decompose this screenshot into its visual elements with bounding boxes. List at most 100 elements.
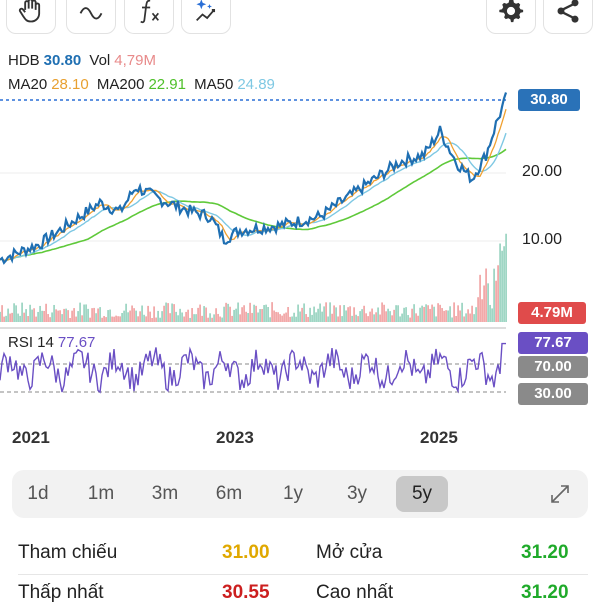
volume-bar <box>357 316 359 322</box>
volume-bar <box>67 310 69 322</box>
volume-bar <box>349 306 351 322</box>
volume-bar <box>469 313 471 322</box>
volume-bar <box>69 317 71 322</box>
volume-bar <box>453 302 455 322</box>
volume-bar <box>235 308 237 322</box>
volume-bar <box>447 310 449 322</box>
volume-bar <box>183 316 185 322</box>
volume-bar <box>125 303 127 322</box>
volume-bar <box>231 315 233 322</box>
volume-bar <box>155 317 157 322</box>
volume-bar <box>35 316 37 322</box>
timeframe-3y[interactable]: 3y <box>346 483 368 504</box>
volume-bar <box>391 315 393 322</box>
volume-bar <box>19 315 21 322</box>
volume-bar <box>193 314 195 322</box>
rsi-legend: RSI 14 77.67 <box>8 334 99 351</box>
volume-bar <box>323 306 325 322</box>
volume-bar <box>309 307 311 322</box>
volume-bar <box>121 313 123 322</box>
volume-bar <box>345 310 347 322</box>
function-icon <box>140 0 159 24</box>
volume-bar <box>189 317 191 322</box>
volume-bar <box>483 285 485 322</box>
volume-bar <box>195 314 197 322</box>
volume-bar <box>383 304 385 322</box>
volume-bar <box>431 304 433 322</box>
expand-button[interactable] <box>548 482 572 506</box>
open-value: 31.20 <box>521 542 569 563</box>
ma200-label: MA200 <box>96 76 145 93</box>
volume-bar <box>365 313 367 322</box>
function-tool-button[interactable] <box>124 0 174 34</box>
volume-bar <box>119 316 121 322</box>
volume-bar <box>461 302 463 322</box>
volume-bar <box>261 309 263 322</box>
sparkle-chart-button[interactable] <box>181 0 231 34</box>
volume-bar <box>93 307 95 322</box>
volume-bar <box>247 313 249 322</box>
volume-bar <box>15 305 17 322</box>
ma200-line <box>0 148 507 262</box>
price-chart[interactable] <box>0 0 600 460</box>
volume-bar <box>73 308 75 322</box>
ma20-line <box>0 109 507 261</box>
rsi-30-tag: 30.00 <box>518 383 588 405</box>
curve-tool-button[interactable] <box>66 0 116 34</box>
volume-bar <box>63 308 65 322</box>
volume-bar <box>65 308 67 322</box>
timeframe-1m[interactable]: 1m <box>87 483 115 504</box>
volume-bar <box>451 317 453 322</box>
volume-bar <box>477 297 479 322</box>
volume-bar <box>169 313 171 322</box>
volume-bar <box>223 306 225 322</box>
open-label: Mở cửa <box>316 542 383 563</box>
volume-bar <box>321 311 323 322</box>
ma20-value: 28.10 <box>51 76 89 93</box>
timeframe-6m[interactable]: 6m <box>215 483 243 504</box>
timeframe-1d[interactable]: 1d <box>27 483 49 504</box>
volume-bar <box>375 312 377 322</box>
volume-bar <box>163 305 165 322</box>
volume-bar <box>347 307 349 322</box>
volume-bar <box>415 313 417 322</box>
volume-bar <box>437 303 439 322</box>
volume-bar <box>173 304 175 322</box>
timeframe-3m[interactable]: 3m <box>151 483 179 504</box>
settings-button[interactable] <box>486 0 536 34</box>
volume-bar <box>475 307 477 322</box>
volume-bar <box>205 307 207 322</box>
volume-bar <box>81 315 83 322</box>
volume-bar <box>1 305 3 322</box>
volume-bar <box>239 314 241 322</box>
volume-bar <box>333 305 335 322</box>
high-label: Cao nhất <box>316 582 394 603</box>
volume-bar <box>263 305 265 322</box>
timeframe-5y[interactable]: 5y <box>396 476 448 512</box>
timeframe-1y[interactable]: 1y <box>282 483 304 504</box>
volume-bar <box>281 315 283 322</box>
hand-icon <box>18 0 41 23</box>
volume-bar <box>47 314 49 322</box>
volume-bar <box>361 309 363 322</box>
volume-bar <box>495 280 497 322</box>
volume-bar <box>485 268 487 322</box>
volume-bar <box>367 316 369 322</box>
volume-bar <box>9 313 11 322</box>
volume-bar <box>465 313 467 322</box>
volume-bar <box>91 308 93 322</box>
volume-bar <box>303 303 305 322</box>
volume-bar <box>353 307 355 322</box>
volume-bar <box>143 314 145 322</box>
volume-bar <box>145 316 147 322</box>
volume-bars <box>0 233 507 322</box>
share-button[interactable] <box>543 0 593 34</box>
volume-bar <box>215 308 217 322</box>
volume-bar <box>233 309 235 322</box>
hand-tool-button[interactable] <box>6 0 56 34</box>
volume-bar <box>273 310 275 322</box>
volume-bar <box>201 315 203 322</box>
rsi-line <box>0 342 506 394</box>
volume-bar <box>325 302 327 322</box>
volume-bar <box>181 312 183 322</box>
